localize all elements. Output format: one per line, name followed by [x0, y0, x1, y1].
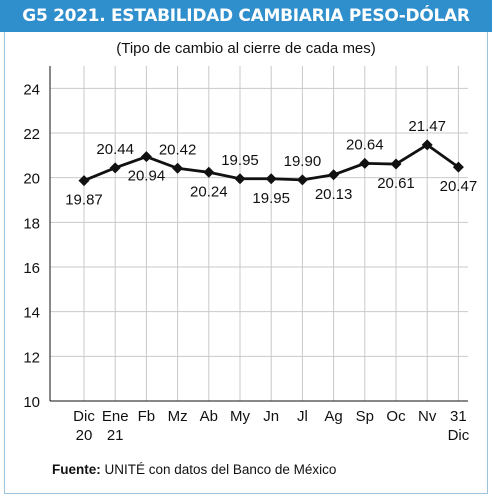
x-tick-label: Sp: [356, 408, 374, 425]
data-label: 19.95: [221, 152, 259, 169]
y-tick-label: 14: [23, 305, 40, 322]
x-tick-label: Ag: [324, 408, 342, 425]
data-label: 19.95: [252, 190, 290, 207]
chart-frame: [4, 4, 488, 494]
x-tick-label: My: [230, 408, 250, 425]
x-tick-label: Oc: [386, 408, 406, 425]
source-note: Fuente: UNITÉ con datos del Banco de Méx…: [52, 462, 336, 477]
y-tick-label: 20: [23, 171, 40, 188]
data-label: 20.61: [377, 175, 415, 192]
x-tick-label: 31: [450, 408, 467, 425]
data-label: 19.90: [284, 153, 322, 170]
y-tick-label: 22: [23, 126, 40, 143]
data-point: [452, 161, 464, 173]
source-label: Fuente:: [52, 462, 101, 477]
data-point: [296, 174, 308, 186]
y-tick-label: 16: [23, 260, 40, 277]
x-tick-label: Ab: [200, 408, 218, 425]
x-tick-label: Fb: [138, 408, 156, 425]
data-point: [328, 169, 340, 181]
x-tick-label: Mz: [168, 408, 188, 425]
x-tick-label: 20: [76, 427, 93, 444]
data-label: 21.47: [408, 118, 446, 135]
y-tick-label: 12: [23, 349, 40, 366]
data-label: 20.44: [96, 141, 134, 158]
data-point: [203, 166, 215, 178]
x-tick-label: Dic: [73, 408, 95, 425]
data-point: [109, 162, 121, 174]
y-tick-label: 24: [23, 81, 40, 98]
source-text: UNITÉ con datos del Banco de México: [104, 462, 337, 477]
data-label: 20.24: [190, 183, 228, 200]
data-point: [421, 139, 433, 151]
data-label: 20.94: [128, 168, 166, 185]
data-point: [234, 173, 246, 185]
data-point: [172, 162, 184, 174]
data-label: 20.42: [159, 141, 197, 158]
data-point: [140, 151, 152, 163]
x-tick-label: Nv: [418, 408, 437, 425]
data-label: 20.64: [346, 136, 384, 153]
data-point: [359, 157, 371, 169]
x-tick-label: Dic: [448, 427, 470, 444]
x-tick-label: Jl: [297, 408, 308, 425]
data-point: [390, 158, 402, 170]
y-tick-label: 18: [23, 215, 40, 232]
data-point: [265, 173, 277, 185]
chart-title: G5 2021. ESTABILIDAD CAMBIARIA PESO-DÓLA…: [0, 0, 492, 32]
chart-subtitle: (Tipo de cambio al cierre de cada mes): [116, 40, 376, 57]
x-tick-label: Jn: [263, 408, 279, 425]
data-point: [78, 175, 90, 187]
y-tick-label: 10: [23, 394, 40, 411]
data-label: 20.47: [440, 178, 478, 195]
x-tick-label: Ene: [102, 408, 129, 425]
data-label: 19.87: [65, 192, 103, 209]
x-tick-label: 21: [107, 427, 124, 444]
data-label: 20.13: [315, 186, 353, 203]
